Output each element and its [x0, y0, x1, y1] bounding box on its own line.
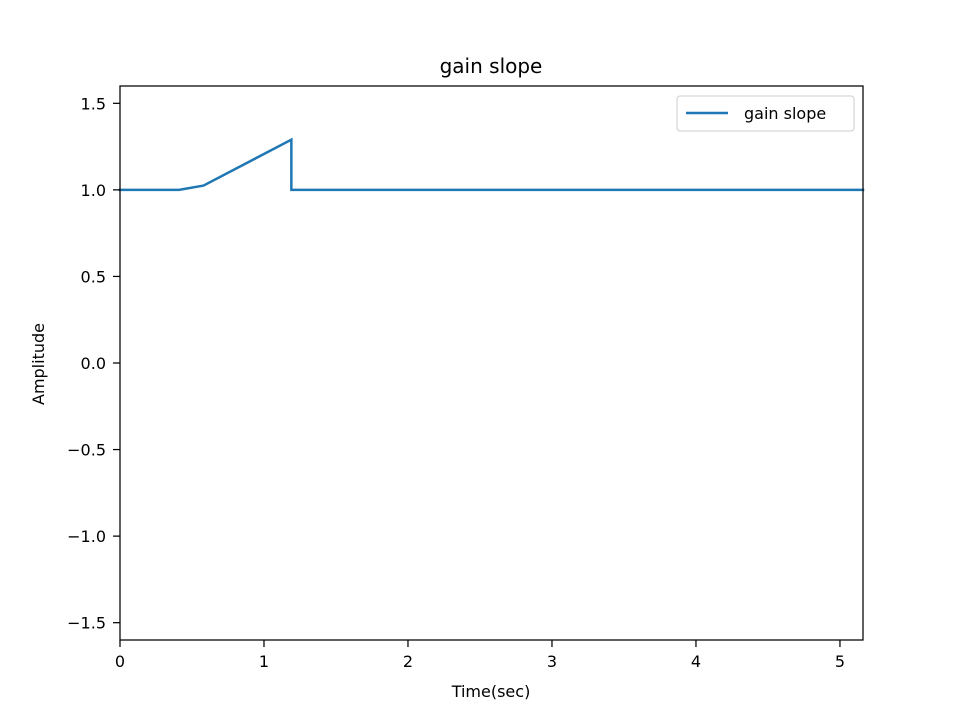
legend-box [676, 95, 855, 132]
legend-label: gain slope [744, 104, 826, 123]
x-tick-label: 4 [691, 652, 701, 671]
y-tick-label: 1.5 [81, 94, 106, 113]
y-tick-label: −1.0 [67, 527, 106, 546]
y-tick-label: 0.0 [81, 354, 106, 373]
legend: gain slope [676, 95, 855, 132]
series-line-gain-slope [118, 137, 865, 192]
plot-background [120, 86, 863, 640]
y-tick-label: −0.5 [67, 441, 106, 460]
y-tick-label: −1.5 [67, 614, 106, 633]
y-axis-ticks: −1.5 −1.0 −0.5 0.0 0.5 1.0 1.5 [67, 94, 120, 633]
x-tick-label: 5 [835, 652, 845, 671]
x-tick-label: 1 [259, 652, 269, 671]
plot-area [120, 86, 863, 640]
series-layer [118, 137, 865, 192]
x-tick-label: 3 [547, 652, 557, 671]
y-tick-label: 0.5 [81, 267, 106, 286]
x-axis-ticks: 0 1 2 3 4 5 [115, 640, 845, 671]
y-axis-label: Amplitude [29, 323, 48, 405]
x-axis-label: Time(sec) [451, 682, 531, 701]
y-tick-label: 1.0 [81, 181, 106, 200]
chart-title: gain slope [440, 54, 543, 78]
x-tick-label: 0 [115, 652, 125, 671]
x-tick-label: 2 [403, 652, 413, 671]
